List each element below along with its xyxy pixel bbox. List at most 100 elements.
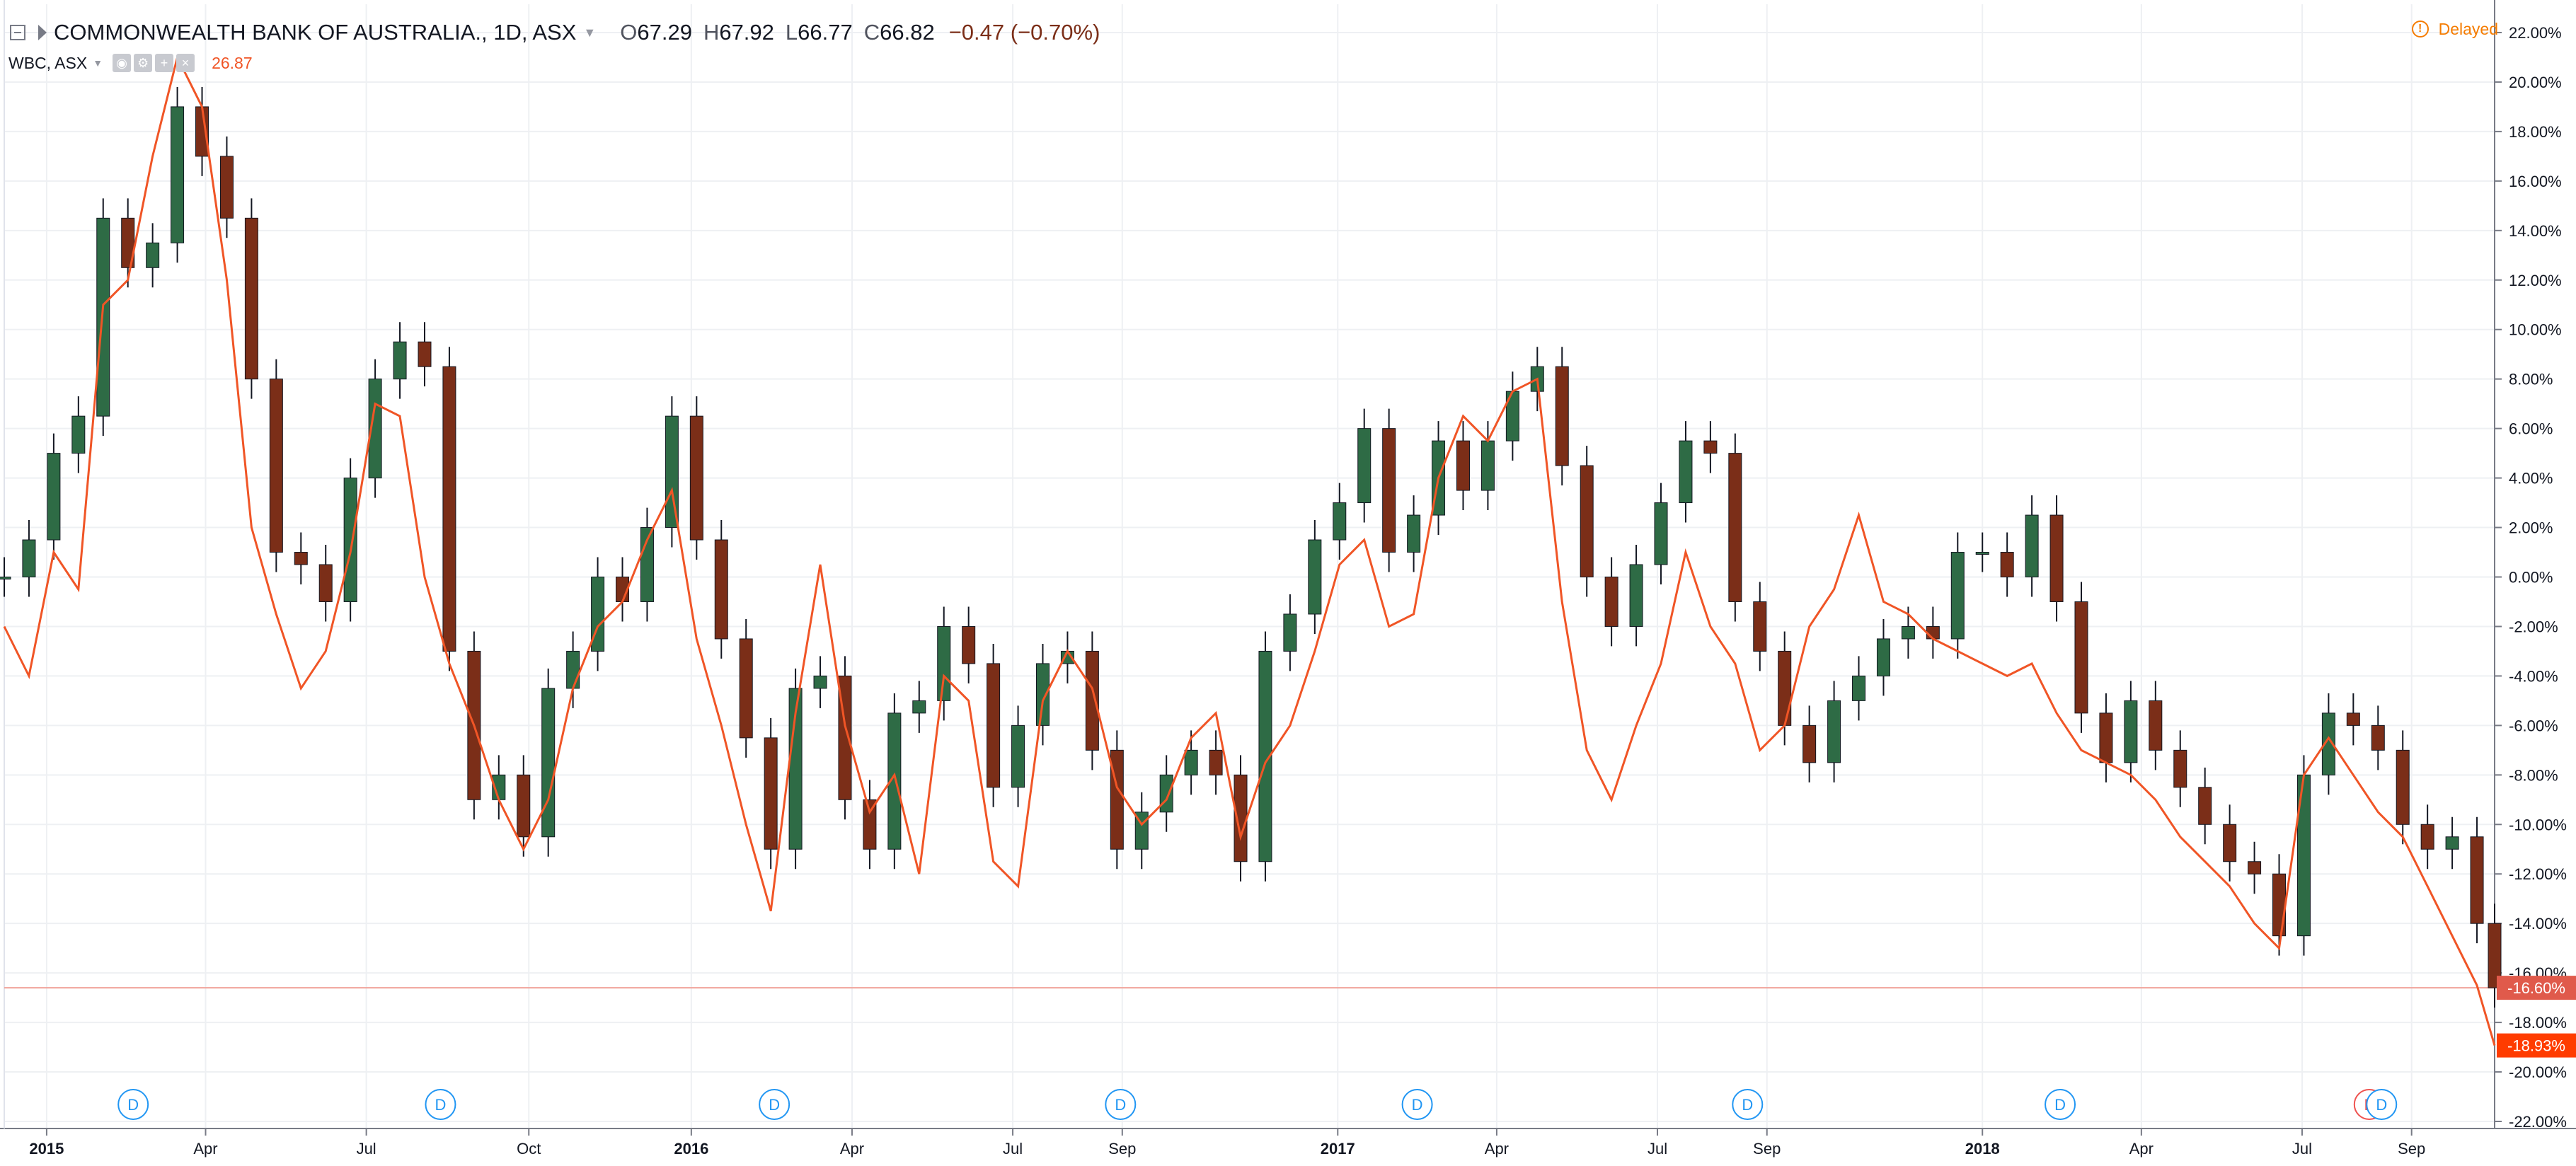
candle-body xyxy=(219,156,234,219)
y-tick-label: -8.00% xyxy=(2509,766,2558,784)
candle-body xyxy=(1011,725,1025,788)
candle-body xyxy=(244,217,258,380)
y-tick-label: -4.00% xyxy=(2509,667,2558,685)
candle-body xyxy=(2223,824,2237,862)
y-tick-label: -20.00% xyxy=(2509,1063,2567,1081)
candle-body xyxy=(442,366,456,652)
candle-body xyxy=(2371,725,2385,751)
event-marker-label: D xyxy=(1115,1096,1126,1114)
candle-body xyxy=(2272,873,2287,937)
candle-body xyxy=(1283,613,1297,652)
plus-icon[interactable]: + xyxy=(155,54,174,72)
chart-legend-main: COMMONWEALTH BANK OF AUSTRALIA., 1D, ASX… xyxy=(10,16,1100,50)
candle-body xyxy=(2049,514,2064,602)
candle-body xyxy=(1456,440,1470,491)
candle-body xyxy=(566,650,580,689)
candle-body xyxy=(1679,440,1693,504)
y-tick-label: 14.00% xyxy=(2509,222,2562,240)
candle-body xyxy=(1901,625,1915,640)
y-tick-label: -12.00% xyxy=(2509,865,2567,883)
x-tick-label: Sep xyxy=(1753,1140,1781,1158)
eye-icon[interactable]: ◉ xyxy=(113,54,132,72)
series-wbc-line xyxy=(3,54,2496,1046)
x-tick-label: Jul xyxy=(357,1140,376,1158)
candle-body xyxy=(1308,539,1322,615)
dividend-marker xyxy=(2366,1089,2398,1120)
collapse-icon[interactable] xyxy=(10,25,25,40)
candle-body xyxy=(2470,836,2484,924)
candle-body xyxy=(2124,700,2138,763)
compare-last-value: 26.87 xyxy=(212,53,253,72)
candle-body xyxy=(2000,552,2014,577)
candle-body xyxy=(2488,923,2502,988)
candle-body xyxy=(2149,700,2163,751)
y-tick-label: -2.00% xyxy=(2509,618,2558,635)
y-tick-label: 18.00% xyxy=(2509,123,2562,141)
dividend-marker xyxy=(2045,1089,2076,1120)
candle-body xyxy=(1085,650,1099,751)
dividend-marker xyxy=(759,1089,790,1120)
event-marker-label: D xyxy=(769,1096,780,1114)
candle-body xyxy=(2074,601,2088,714)
high-label: H xyxy=(703,20,720,45)
candle-body xyxy=(318,564,333,602)
candle-body xyxy=(368,379,382,479)
candle-body xyxy=(863,799,877,850)
delayed-label: Delayed xyxy=(2438,19,2498,38)
candle-body xyxy=(171,106,185,243)
candle-body xyxy=(1333,502,1347,541)
y-tick-label: 12.00% xyxy=(2509,272,2562,289)
delayed-indicator[interactable]: ! Delayed xyxy=(2411,17,2498,41)
candle-body xyxy=(912,700,926,714)
candle-body xyxy=(2321,712,2335,775)
candle-body xyxy=(2198,787,2212,825)
gear-icon[interactable]: ⚙ xyxy=(134,54,153,72)
event-marker-label: D xyxy=(2054,1096,2066,1114)
chevron-down-icon[interactable]: ▼ xyxy=(583,25,597,40)
close-label: C xyxy=(863,20,880,45)
x-tick-label: Apr xyxy=(1485,1140,1509,1158)
candle-body xyxy=(22,539,36,578)
y-tick-label: 2.00% xyxy=(2509,519,2553,537)
close-icon[interactable]: × xyxy=(176,54,195,72)
y-tick-label: -14.00% xyxy=(2509,915,2567,933)
candle-body xyxy=(764,737,778,850)
event-marker-label: D xyxy=(127,1096,139,1114)
series-cba xyxy=(0,86,2502,1008)
x-tick-label: Jul xyxy=(1003,1140,1023,1158)
candle-body xyxy=(1654,502,1668,565)
candle-body xyxy=(1778,650,1792,726)
candle-body xyxy=(1555,366,1569,466)
y-tick-label: 20.00% xyxy=(2509,74,2562,91)
candle-body xyxy=(393,341,407,380)
symbol-title[interactable]: COMMONWEALTH BANK OF AUSTRALIA., 1D, ASX xyxy=(54,20,577,45)
compare-symbol[interactable]: WBC, ASX xyxy=(8,53,88,72)
change-value: −0.47 (−0.70%) xyxy=(948,20,1100,45)
flag-icon[interactable] xyxy=(38,25,47,40)
candle-body xyxy=(0,577,11,579)
y-tick-label: 4.00% xyxy=(2509,470,2553,487)
candle-body xyxy=(269,379,283,553)
x-tick-label: Sep xyxy=(1108,1140,1136,1158)
candle-body xyxy=(2420,824,2434,850)
candle-body xyxy=(1209,749,1223,775)
open-value: 67.29 xyxy=(637,20,692,45)
candle-body xyxy=(1753,601,1767,652)
candle-body xyxy=(714,539,728,640)
candle-body xyxy=(937,625,951,701)
event-marker-label: D xyxy=(1742,1096,1753,1114)
low-label: L xyxy=(785,20,798,45)
x-tick-label: 2017 xyxy=(1321,1140,1355,1158)
candle-body xyxy=(739,638,753,739)
candle-body xyxy=(1728,453,1742,602)
candle-body xyxy=(1184,749,1198,775)
candle-body xyxy=(1827,700,1841,763)
x-tick-label: 2016 xyxy=(674,1140,708,1158)
chevron-down-icon[interactable]: ▼ xyxy=(93,57,103,69)
event-marker-label: D xyxy=(435,1096,447,1114)
y-tick-label: 6.00% xyxy=(2509,420,2553,438)
candle-body xyxy=(1975,552,1989,555)
candle-body xyxy=(2445,836,2459,850)
event-marker-label: D xyxy=(2376,1096,2387,1114)
